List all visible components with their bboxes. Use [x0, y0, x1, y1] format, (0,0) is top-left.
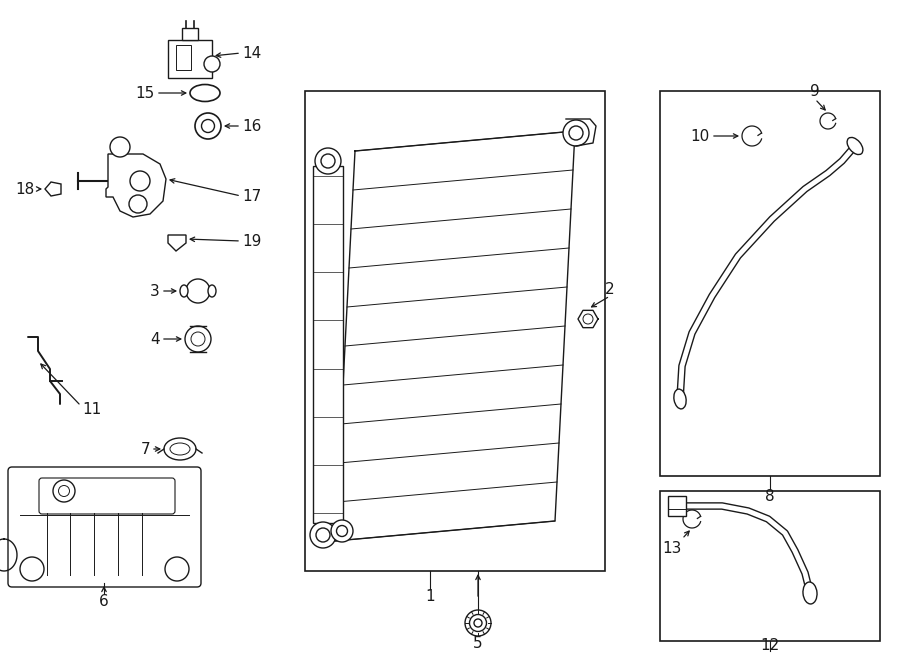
Bar	[668, 496, 686, 516]
Circle shape	[110, 137, 130, 157]
FancyBboxPatch shape	[8, 467, 201, 587]
Ellipse shape	[180, 285, 188, 297]
Circle shape	[331, 520, 353, 542]
Ellipse shape	[847, 137, 863, 155]
Text: 1: 1	[425, 589, 435, 604]
Bar	[176, 45, 191, 70]
Bar	[182, 28, 198, 40]
Ellipse shape	[190, 85, 220, 102]
Circle shape	[191, 332, 205, 346]
Ellipse shape	[674, 389, 686, 409]
Circle shape	[58, 485, 69, 496]
Bar	[168, 40, 212, 78]
Text: 5: 5	[473, 635, 482, 650]
Polygon shape	[45, 182, 61, 196]
Text: 13: 13	[662, 541, 681, 556]
Text: 14: 14	[242, 46, 261, 61]
Bar	[313, 166, 343, 523]
Circle shape	[53, 480, 75, 502]
Circle shape	[202, 120, 214, 132]
Circle shape	[569, 126, 583, 140]
Polygon shape	[106, 154, 166, 217]
Circle shape	[185, 326, 211, 352]
Text: 9: 9	[810, 84, 820, 99]
Ellipse shape	[208, 285, 216, 297]
Circle shape	[195, 113, 221, 139]
Circle shape	[583, 314, 593, 324]
Circle shape	[186, 279, 210, 303]
Circle shape	[130, 171, 150, 191]
Text: 7: 7	[140, 442, 150, 457]
Text: 18: 18	[16, 182, 35, 196]
Ellipse shape	[803, 582, 817, 604]
Text: 15: 15	[136, 85, 155, 100]
Circle shape	[204, 56, 220, 72]
Bar	[660, 91, 880, 476]
Text: 11: 11	[82, 401, 101, 416]
Circle shape	[465, 610, 491, 636]
Circle shape	[470, 615, 487, 631]
Circle shape	[474, 619, 482, 627]
Circle shape	[316, 528, 330, 542]
Bar	[305, 91, 605, 571]
Ellipse shape	[170, 443, 190, 455]
Circle shape	[310, 522, 336, 548]
FancyBboxPatch shape	[39, 478, 175, 514]
Text: 19: 19	[242, 233, 261, 249]
Text: 2: 2	[605, 282, 615, 297]
Circle shape	[337, 525, 347, 537]
Circle shape	[165, 557, 189, 581]
Text: 17: 17	[242, 188, 261, 204]
Polygon shape	[168, 235, 186, 251]
Ellipse shape	[164, 438, 196, 460]
Text: 3: 3	[150, 284, 160, 299]
Text: 8: 8	[765, 489, 775, 504]
Bar	[660, 491, 880, 641]
Text: 16: 16	[242, 118, 261, 134]
Circle shape	[563, 120, 589, 146]
Circle shape	[129, 195, 147, 213]
Text: 6: 6	[99, 594, 109, 609]
Text: 12: 12	[760, 638, 779, 653]
Circle shape	[321, 154, 335, 168]
Text: 10: 10	[691, 128, 710, 143]
Circle shape	[315, 148, 341, 174]
Circle shape	[20, 557, 44, 581]
Text: 4: 4	[150, 332, 160, 346]
